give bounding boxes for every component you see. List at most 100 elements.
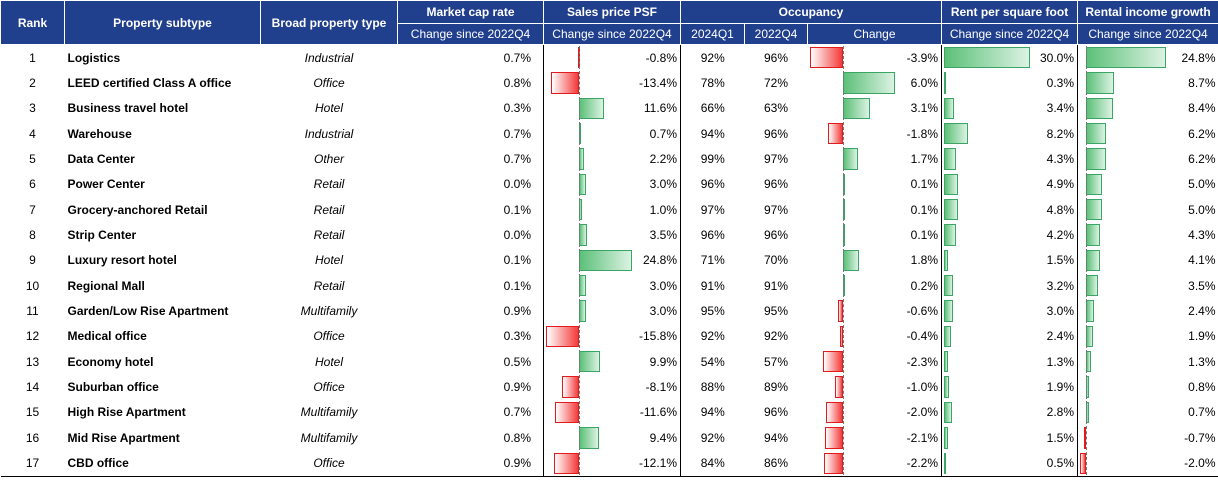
cap-rate-cell: 0.9%: [397, 450, 544, 477]
rank-cell: 1: [29, 50, 36, 65]
rent-bar: [944, 123, 968, 145]
occ_change-zero-axis: [843, 46, 845, 70]
psf-zero-axis: [579, 274, 581, 298]
occ_change-bar: [843, 97, 871, 120]
rank-cell: 15: [25, 405, 40, 420]
psf-zero-axis: [579, 451, 581, 475]
occ_change-zero-axis: [843, 426, 845, 450]
occupancy-change-subheader: Change: [806, 23, 943, 45]
occupancy-2022q4-cell: 94%: [763, 430, 789, 445]
occ_change-zero-axis: [843, 96, 845, 121]
rank-cell: 10: [25, 278, 40, 293]
sales-psf-header: Sales price PSF: [543, 0, 681, 24]
income-bar: [1084, 427, 1087, 449]
occupancy-2024q1-cell: 94%: [680, 121, 745, 147]
occ_change-value-label: 0.1%: [910, 202, 939, 217]
occ_change-cell: -2.2%: [807, 450, 942, 477]
occ_change-value-label: 0.2%: [910, 278, 939, 293]
rent-bar: [944, 199, 958, 221]
psf-zero-axis: [579, 324, 581, 349]
income-bar: [1086, 148, 1107, 170]
rent-value-label: 4.2%: [1046, 228, 1075, 243]
subtype-cell: Warehouse: [67, 126, 132, 141]
psf-value-label: 24.8%: [642, 253, 677, 268]
occ_change-value-label: 0.1%: [910, 228, 939, 243]
table-body: 1 Logistics Industrial 0.7% -0.8% 92% 96% -3.9%…: [0, 44, 1218, 477]
occupancy-2022q4-subheader: 2022Q4: [744, 23, 808, 45]
table-row: 15 High Rise Apartment Multifamily 0.7% -11.…: [1, 399, 1218, 426]
broad-type-cell: Industrial: [304, 126, 354, 141]
psf-zero-axis: [579, 350, 581, 374]
rent-cell: 30.0%: [941, 44, 1078, 71]
income-cell: 5.0%: [1077, 197, 1218, 223]
occupancy-2024q1-cell: 92%: [680, 323, 745, 350]
occupancy-2022q4-cell: 86%: [744, 450, 808, 477]
cap-rate-cell: 0.9%: [503, 304, 531, 319]
cap-rate-cell: 0.3%: [503, 101, 531, 116]
subtype-cell: Garden/Low Rise Apartment: [67, 304, 229, 319]
rank-cell: 7: [29, 202, 36, 217]
income-bar: [1086, 97, 1114, 120]
rank-cell: 5: [29, 152, 36, 167]
occupancy-2022q4-cell: 96%: [763, 177, 789, 192]
subtype-cell: Regional Mall: [67, 278, 145, 293]
subtype-cell: Logistics: [67, 50, 121, 65]
occ_change-zero-axis: [843, 198, 845, 222]
psf-cell: -0.8%: [543, 44, 681, 71]
rent-value-label: 3.4%: [1046, 101, 1075, 116]
rank-cell: 3: [29, 101, 36, 116]
subtype-cell: Suburban office: [67, 380, 159, 395]
income-value-label: 3.5%: [1188, 278, 1216, 293]
psf-cell: -11.6%: [543, 399, 681, 426]
rank-cell: 6: [29, 177, 36, 192]
cap-rate-cell: 0.7%: [503, 50, 531, 65]
rent-cell: 2.8%: [941, 399, 1078, 426]
rent-bar: [944, 72, 947, 94]
rent-cell: 4.3%: [941, 146, 1078, 172]
psf-value-label: -12.1%: [638, 456, 677, 471]
broad-type-cell: Multifamily: [300, 430, 358, 445]
income-value-label: -0.7%: [1184, 430, 1216, 445]
income-zero-axis: [1086, 324, 1088, 349]
occupancy-2024q1-cell: 96%: [680, 171, 745, 198]
psf-value-label: -15.8%: [638, 329, 677, 344]
occupancy-2022q4-cell: 89%: [763, 380, 789, 395]
psf-zero-axis: [579, 198, 581, 222]
psf-value-label: 3.0%: [649, 278, 677, 293]
rent-cell: 4.8%: [941, 197, 1078, 223]
cap-rate-cell: 0.1%: [503, 278, 531, 293]
rank-cell: 9: [29, 253, 36, 268]
psf-value-label: 3.0%: [649, 177, 677, 192]
rent-bar: [944, 148, 957, 170]
psf-value-label: 11.6%: [643, 101, 677, 116]
cap-rate-cell: 0.1%: [503, 253, 531, 268]
occ_change-bar: [843, 249, 859, 272]
occ_change-zero-axis: [843, 324, 845, 349]
psf-value-label: 3.0%: [649, 304, 677, 319]
income-cell: 0.7%: [1077, 399, 1218, 426]
occ_change-cell: -1.8%: [808, 121, 942, 146]
occupancy-2024q1-cell: 99%: [680, 146, 745, 172]
psf-value-label: -8.1%: [645, 380, 677, 395]
rent-bar: [944, 452, 947, 474]
occ_change-zero-axis: [843, 122, 845, 146]
occ_change-value-label: 6.0%: [910, 76, 939, 91]
income-zero-axis: [1086, 96, 1088, 121]
table-row: 13 Economy hotel Hotel 0.5% 9.9% 54% 57% -2.3% 1…: [1, 349, 1218, 375]
rent-value-label: 4.3%: [1046, 152, 1075, 167]
income-cell: 6.2%: [1077, 146, 1218, 172]
table-row: 11 Garden/Low Rise Apartment Multifamily 0.…: [1, 298, 1218, 324]
rank-cell: 13: [25, 354, 40, 369]
rank-header: Rank: [0, 0, 65, 45]
cap-rate-cell: 0.3%: [503, 329, 531, 344]
income-cell: 5.0%: [1077, 171, 1218, 198]
occupancy-2022q4-cell: 57%: [763, 354, 789, 369]
table-row: 7 Grocery-anchored Retail Retail 0.1% 1.0% 97…: [1, 197, 1218, 223]
cap-rate-cell: 0.5%: [503, 354, 531, 369]
income-cell: -0.7%: [1077, 425, 1218, 451]
cap-rate-cell: 0.1%: [503, 202, 531, 217]
income-value-label: 2.4%: [1188, 304, 1216, 319]
occupancy-2024q1-cell: 88%: [680, 374, 745, 400]
broad-type-cell: Office: [313, 380, 345, 395]
rent-cell: 8.2%: [941, 121, 1078, 147]
